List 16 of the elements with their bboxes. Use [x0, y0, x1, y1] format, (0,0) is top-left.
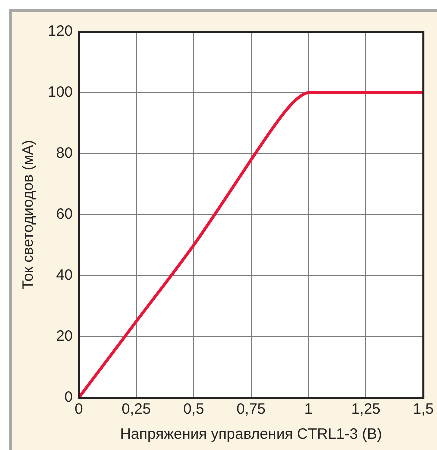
y-tick-label: 20	[56, 328, 74, 346]
x-tick-label: 0,75	[236, 401, 266, 418]
x-tick-label: 1	[304, 401, 313, 418]
x-tick-label: 0,5	[183, 401, 204, 418]
y-tick-label: 60	[56, 206, 74, 224]
y-tick-label: 80	[56, 145, 74, 162]
y-tick-label: 100	[48, 84, 74, 102]
y-tick-label: 120	[48, 23, 74, 40]
y-axis-title: Ток светодиодов (мА)	[20, 140, 38, 290]
y-tick-label: 40	[56, 267, 74, 284]
x-axis-title: Напряжения управления CTRL1-3 (В)	[120, 426, 382, 444]
x-tick-label: 1,5	[413, 401, 434, 418]
y-tick-label: 0	[64, 389, 74, 406]
x-tick-label: 0,25	[122, 401, 152, 418]
x-tick-label: 1,25	[352, 401, 381, 418]
line-series	[79, 92, 424, 398]
